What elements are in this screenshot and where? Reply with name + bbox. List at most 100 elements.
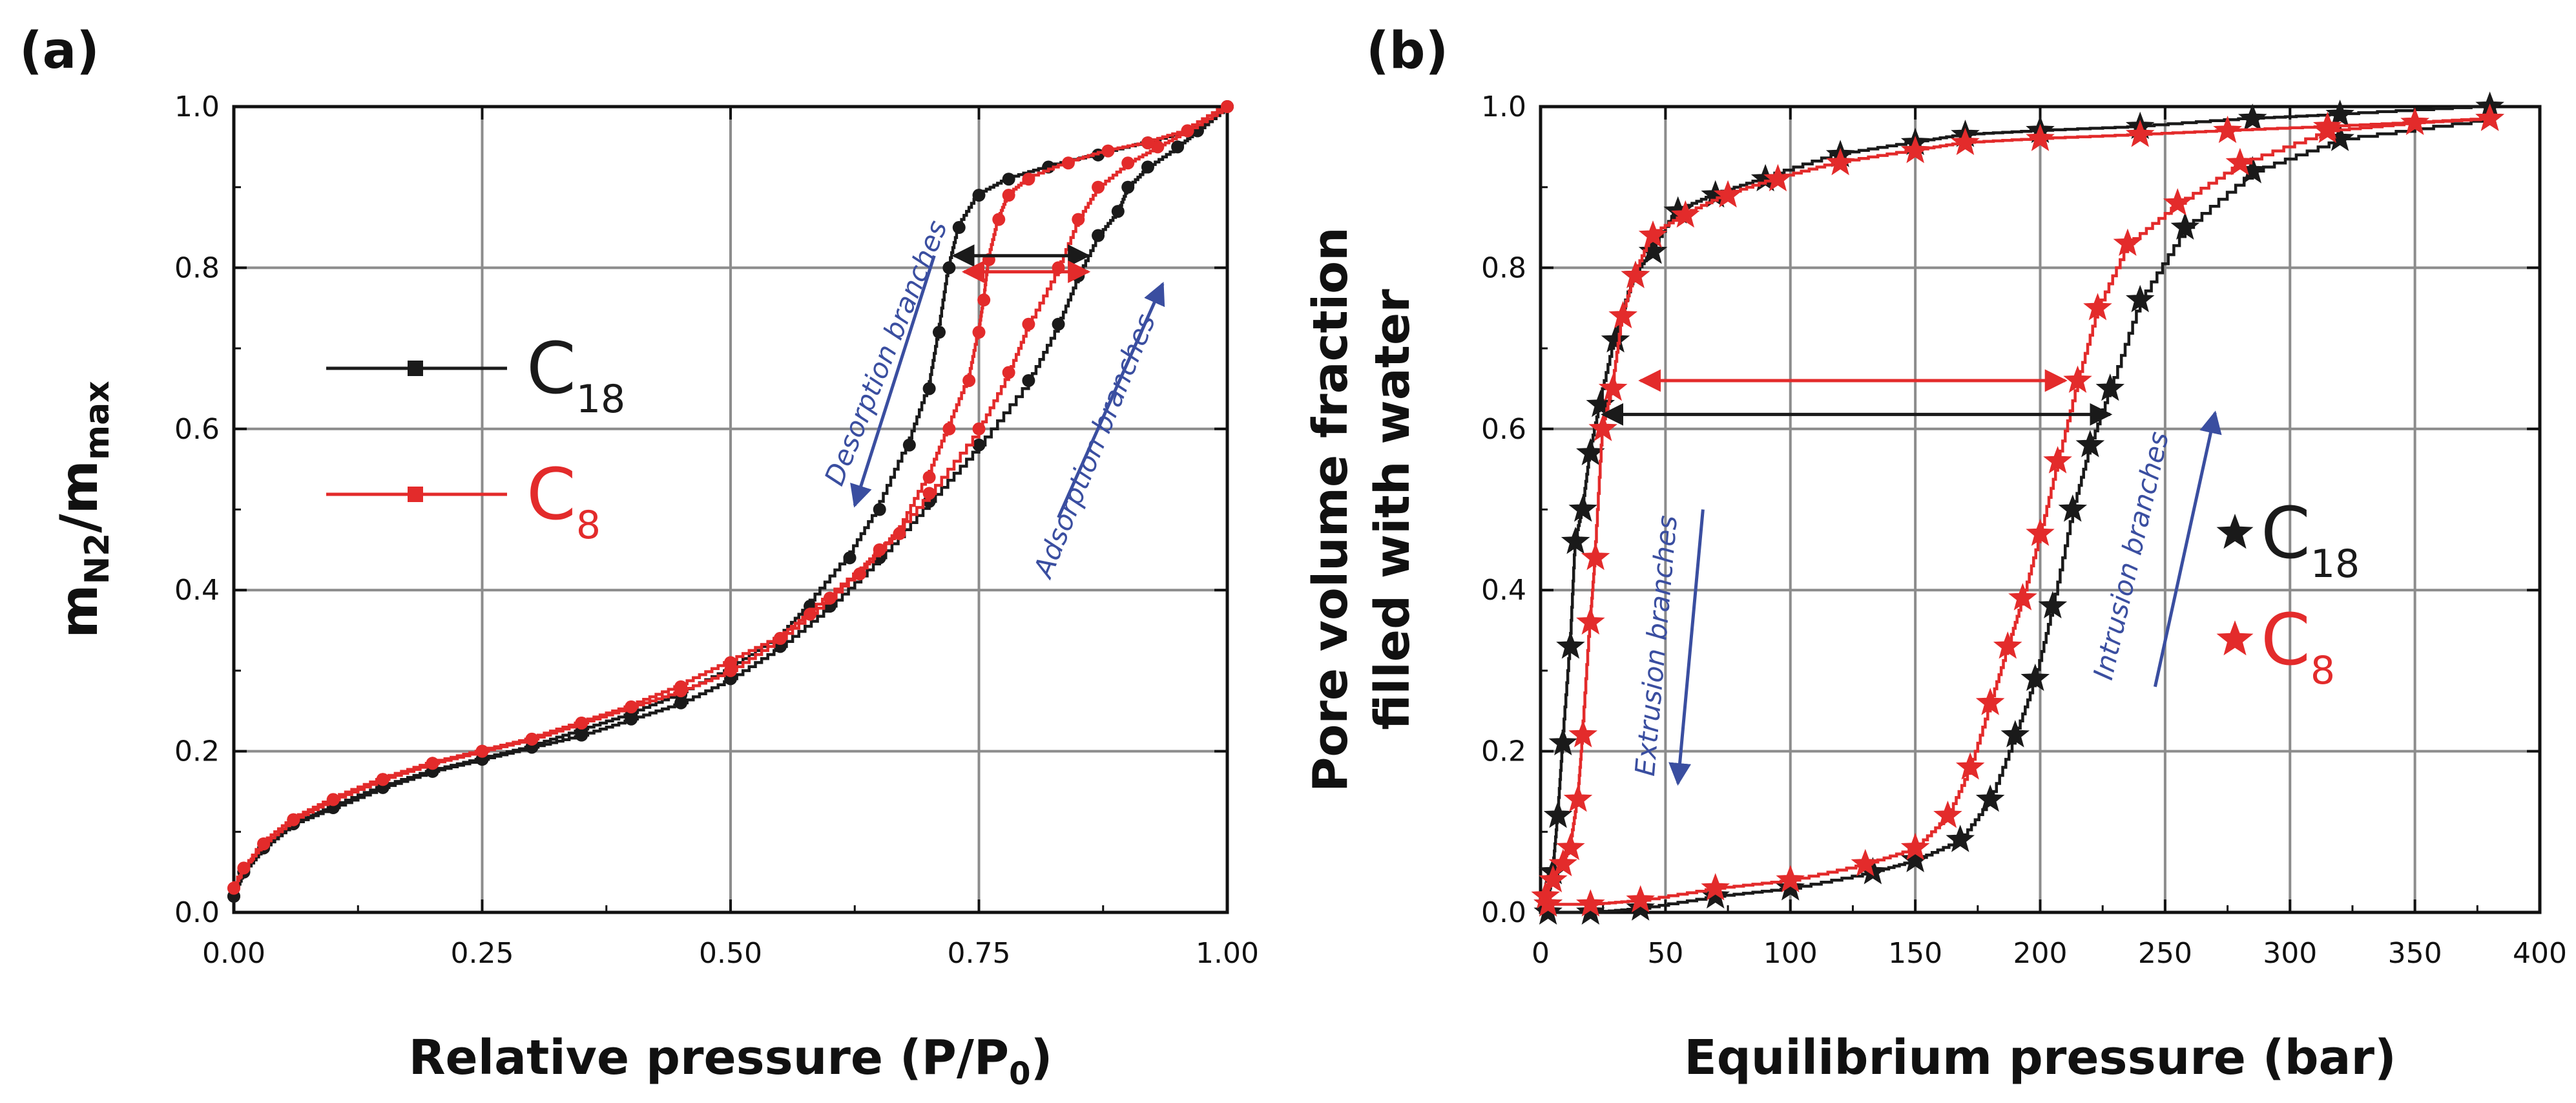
legend-label-subscript: 18 [576, 377, 625, 422]
data-point-star [1671, 200, 1700, 228]
data-point-star [1638, 220, 1668, 248]
y-tick-label: 0.2 [174, 735, 220, 768]
data-point-star [1576, 607, 1605, 635]
data-point [977, 293, 991, 307]
y-tick-label: 0.6 [1481, 413, 1526, 446]
y-tick-label: 0.4 [1481, 574, 1526, 607]
data-point-star [2083, 293, 2112, 320]
data-point-star [2026, 518, 2055, 546]
series-c18-intrusion [1533, 103, 2504, 925]
data-point [475, 744, 489, 758]
data-point [843, 551, 857, 565]
branch-annotation: Intrusion branches [2087, 428, 2175, 682]
data-point-star [1951, 127, 1980, 156]
x-tick-label: 400 [2513, 937, 2567, 970]
panel-b: (b) 0 50 100 150 200 250 300 350 400 0.0 0.2 0.4 0.6 0… [1303, 22, 2567, 1086]
data-point [525, 732, 539, 746]
series-line [1544, 117, 2490, 897]
legend-marker [408, 487, 423, 502]
data-point-star [2095, 373, 2125, 401]
y-tick-label: 0.2 [1481, 735, 1526, 768]
data-point-star [1598, 373, 1628, 401]
data-point-star [1933, 800, 1962, 828]
data-point [972, 422, 986, 436]
data-point-star [2170, 212, 2200, 240]
data-point-star [2125, 120, 2155, 147]
y-tick-label: 0.0 [174, 896, 220, 929]
y-axis-title-line: filled with water [1365, 289, 1420, 730]
data-point [1151, 140, 1165, 154]
data-point [893, 527, 906, 540]
series-line [1548, 118, 2491, 914]
data-point-star [1561, 526, 1590, 554]
x-tick-label: 350 [2388, 937, 2442, 970]
data-point [1141, 136, 1154, 150]
x-tick-label: 250 [2138, 937, 2192, 970]
data-point-star [2238, 103, 2267, 131]
data-point [972, 189, 986, 202]
data-point-star [1556, 832, 1585, 861]
data-point [376, 773, 390, 786]
legend-label-base: C [2261, 598, 2311, 681]
panel-label: (b) [1366, 22, 1448, 80]
data-point [1101, 144, 1115, 158]
data-point [1002, 173, 1015, 186]
panel-label: (a) [19, 22, 99, 80]
data-point [1002, 366, 1015, 379]
data-point-star [1608, 300, 1637, 329]
data-point-star [1533, 897, 1563, 925]
data-point-star [1713, 180, 1743, 208]
data-point-star [2075, 430, 2105, 457]
data-point-star [2400, 107, 2429, 135]
y-axis-title: mN2/mmax [49, 381, 117, 638]
legend-label: C8 [526, 453, 601, 548]
legend-label-base: C [2261, 492, 2311, 574]
x-axis-title-end: ) [1031, 1030, 1053, 1086]
data-point [873, 503, 886, 516]
legend-label-subscript: 8 [2311, 648, 2335, 693]
data-point [1141, 160, 1154, 174]
y-tick-label: 0.0 [1481, 896, 1526, 929]
x-axis-title: Equilibrium pressure (bar) [1684, 1030, 2396, 1086]
panel-a: (a)0.00 0.25 0.50 0.75 1.000.00.20.40.60.81.… [19, 22, 1259, 1092]
x-tick-label: 300 [2263, 937, 2317, 970]
data-point [942, 261, 956, 275]
data-point [804, 607, 817, 621]
x-tick-label: 0.25 [451, 937, 514, 970]
data-point [1061, 156, 1075, 170]
x-axis-title: Relative pressure (P/P0) [409, 1030, 1053, 1092]
data-point-star [2163, 188, 2192, 216]
data-point-star [2125, 284, 2155, 313]
data-point [1121, 180, 1135, 194]
series-line [1548, 118, 2491, 906]
branch-annotation: Extrusion branches [1629, 514, 1683, 777]
data-point [853, 567, 866, 581]
legend-label-subscript: 8 [576, 503, 601, 548]
data-point [326, 793, 340, 806]
data-point [724, 656, 737, 669]
y-axis-title-main: m [49, 584, 109, 638]
data-point-star [1701, 873, 1730, 901]
series-line [1546, 105, 2490, 905]
legend-star [2216, 620, 2254, 656]
data-point [992, 213, 1006, 226]
data-point-star [2000, 720, 2030, 748]
data-point-star [1539, 865, 1568, 893]
x-tick-label: 0.00 [202, 937, 265, 970]
y-tick-label: 0.8 [1481, 251, 1526, 284]
data-point-star [1946, 825, 1975, 852]
data-point [1092, 229, 1105, 242]
data-point-star [1776, 873, 1805, 901]
data-point [1022, 373, 1035, 387]
data-point-star [1548, 848, 1578, 877]
data-point-star [1576, 889, 1605, 917]
data-point [1181, 124, 1194, 138]
data-point [625, 700, 638, 714]
data-point-star [1556, 631, 1585, 659]
data-point-star [1568, 720, 1598, 748]
data-point-star [2312, 111, 2342, 140]
legend-label-subscript: 18 [2311, 541, 2360, 587]
data-point [257, 837, 271, 851]
